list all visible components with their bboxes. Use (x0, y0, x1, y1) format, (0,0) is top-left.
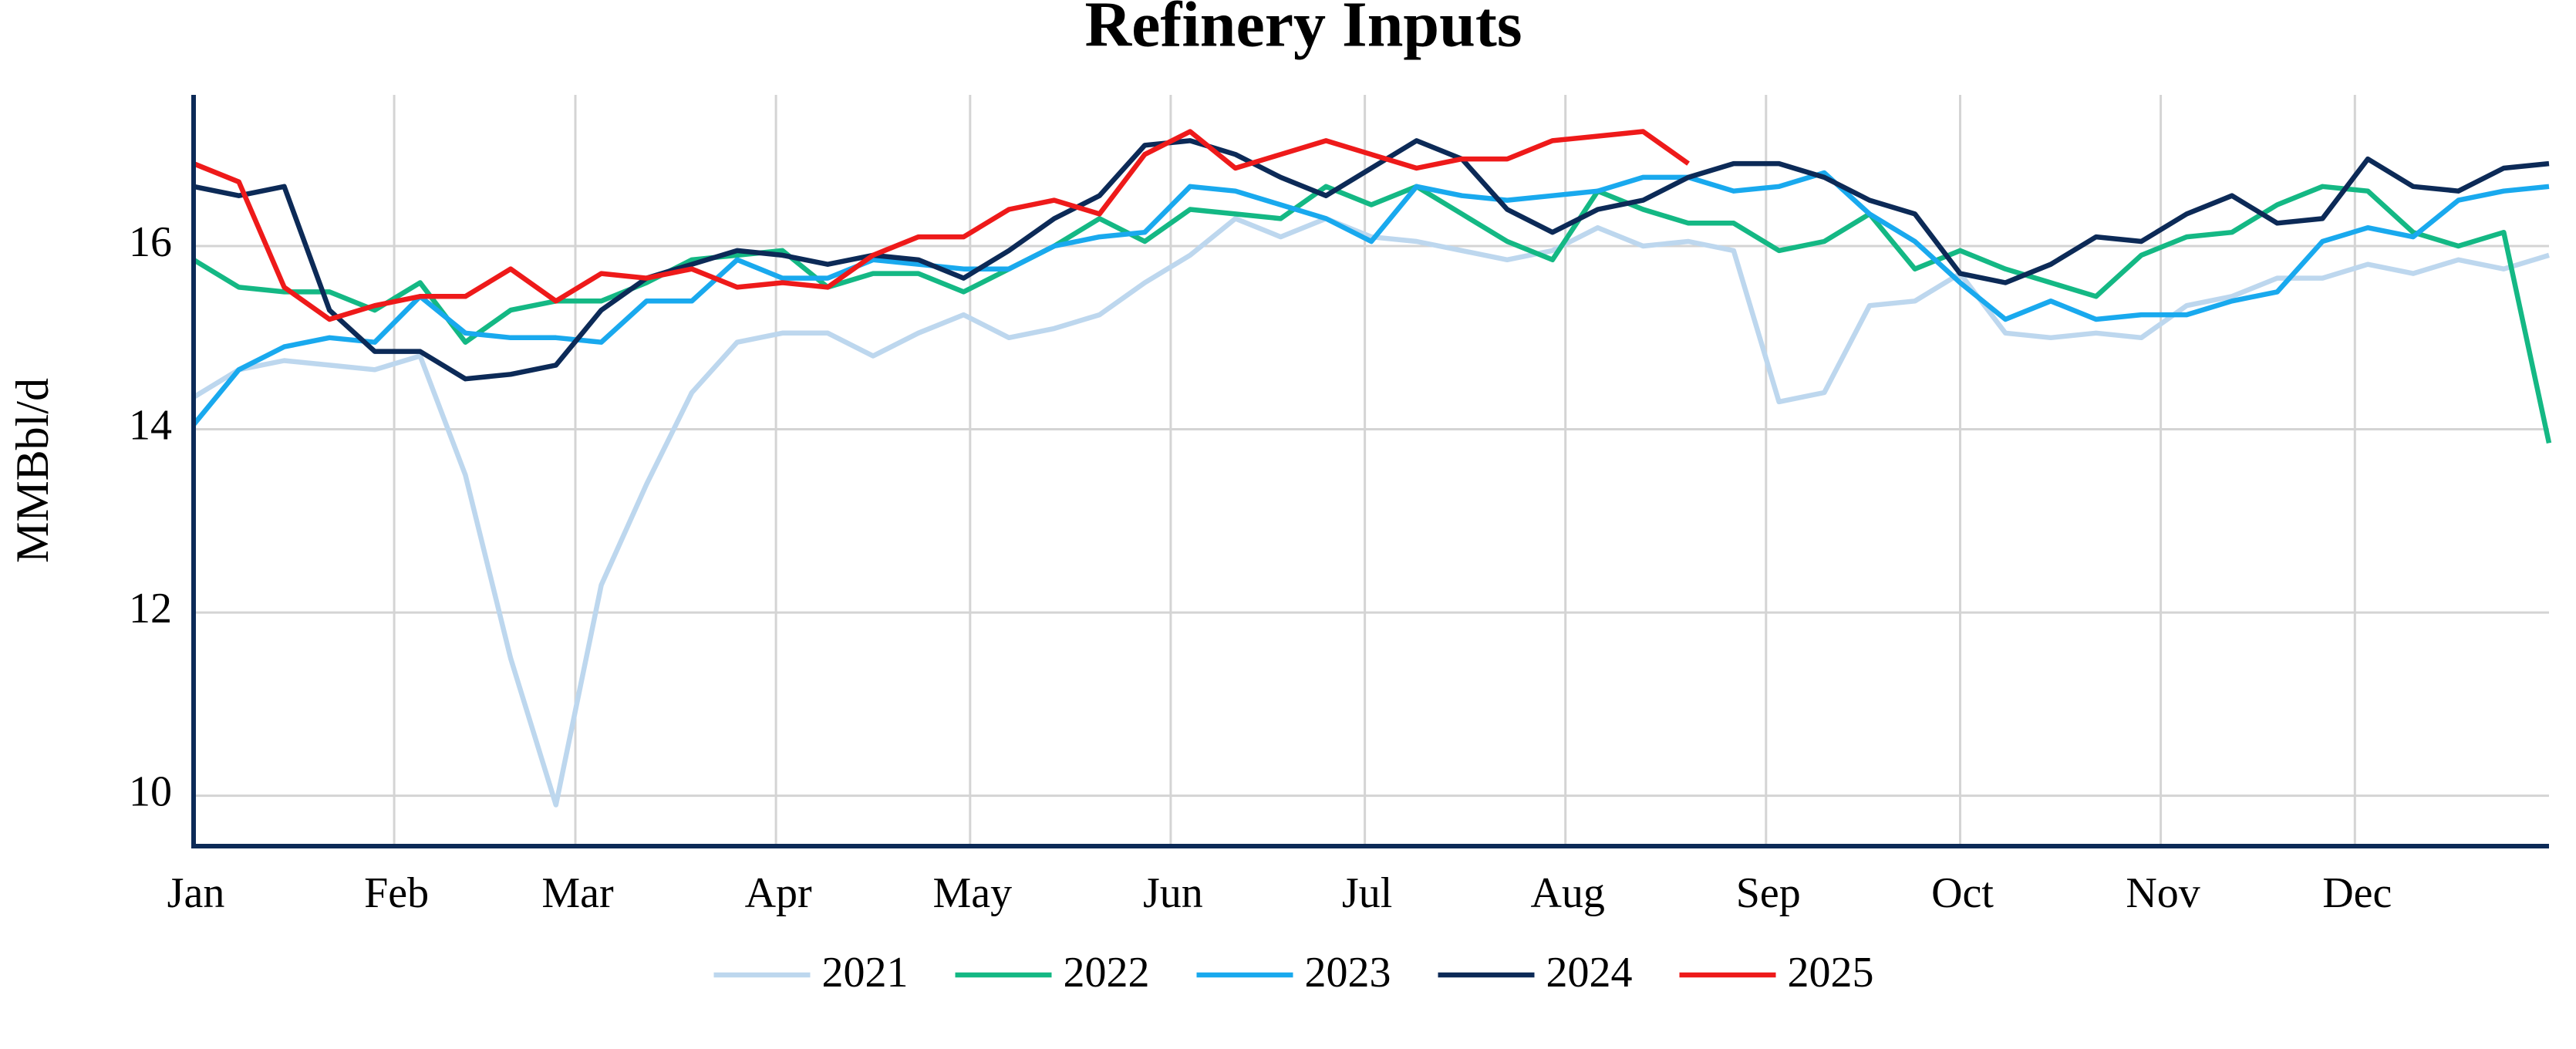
x-tick-label: Mar (541, 869, 614, 917)
legend-label: 2025 (1788, 949, 1874, 997)
series-line (193, 138, 2550, 382)
series-line (192, 216, 2550, 808)
legend-label: 2022 (1064, 949, 1150, 997)
x-tick-label: Jan (167, 869, 225, 917)
y-tick-label: 16 (129, 218, 172, 266)
series-line (192, 184, 2552, 444)
chart-title: Refinery Inputs (1084, 0, 1522, 60)
legend-label: 2021 (822, 949, 909, 997)
y-tick-label: 10 (129, 768, 172, 816)
x-tick-label: Dec (2322, 869, 2392, 917)
y-tick-label: 14 (129, 401, 172, 449)
x-tick-label: Feb (364, 869, 429, 917)
y-tick-label: 12 (129, 585, 172, 632)
legend-label: 2023 (1305, 949, 1391, 997)
x-tick-label: Apr (745, 869, 812, 917)
x-tick-label: May (932, 869, 1012, 917)
legend-label: 2024 (1546, 949, 1633, 997)
x-tick-label: Aug (1530, 869, 1604, 917)
x-tick-label: Nov (2126, 869, 2200, 917)
x-tick-label: Sep (1736, 869, 1801, 917)
x-tick-label: Jun (1143, 869, 1203, 917)
x-tick-label: Oct (1931, 869, 1994, 917)
x-tick-label: Jul (1342, 869, 1392, 917)
series-line (191, 170, 2550, 427)
series-line (192, 129, 1690, 322)
y-axis-label: MMBbl/d (7, 378, 58, 563)
